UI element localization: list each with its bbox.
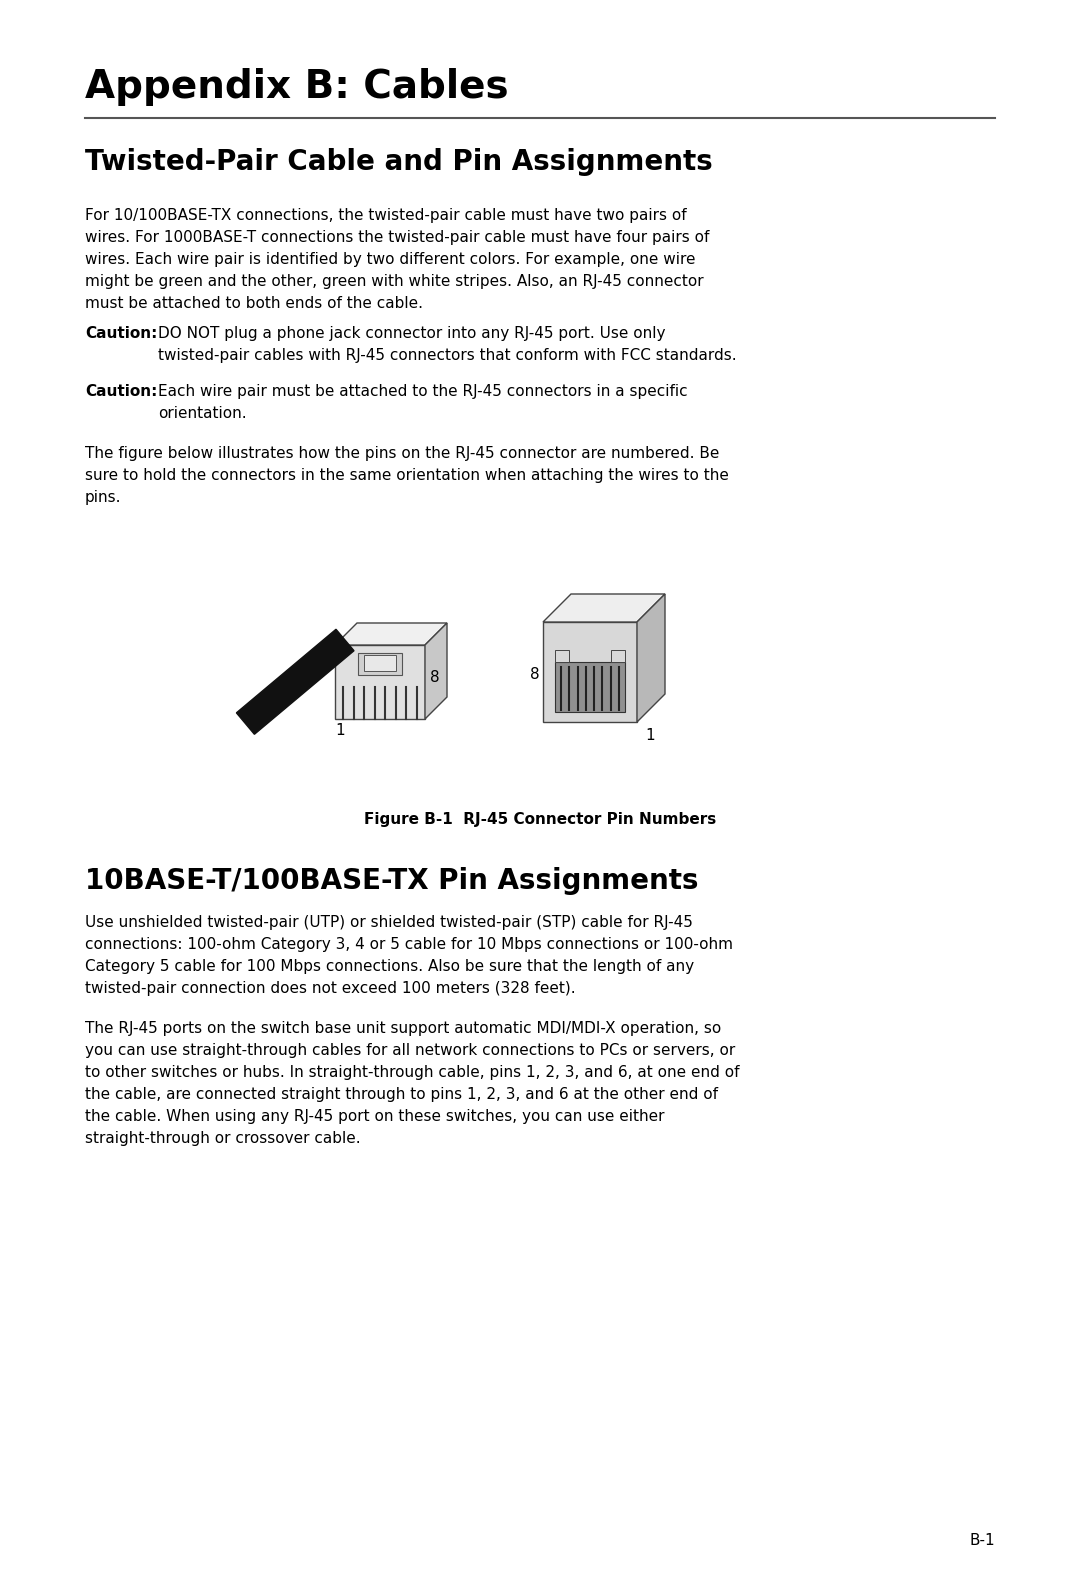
Polygon shape [335,645,426,719]
Text: 10BASE-T/100BASE-TX Pin Assignments: 10BASE-T/100BASE-TX Pin Assignments [85,867,699,895]
Text: 1: 1 [645,728,654,743]
Polygon shape [335,623,447,645]
Polygon shape [555,663,625,713]
Polygon shape [364,655,396,670]
Text: The figure below illustrates how the pins on the RJ-45 connector are numbered. B: The figure below illustrates how the pin… [85,446,719,462]
Text: For 10/100BASE-TX connections, the twisted-pair cable must have two pairs of: For 10/100BASE-TX connections, the twist… [85,207,687,223]
Text: B-1: B-1 [970,1532,995,1548]
Polygon shape [543,593,665,622]
Text: Appendix B: Cables: Appendix B: Cables [85,68,509,107]
Polygon shape [426,623,447,719]
Text: twisted-pair cables with RJ-45 connectors that conform with FCC standards.: twisted-pair cables with RJ-45 connector… [158,349,737,363]
Text: Caution:: Caution: [85,327,158,341]
Text: straight-through or crossover cable.: straight-through or crossover cable. [85,1130,361,1146]
Text: Twisted-Pair Cable and Pin Assignments: Twisted-Pair Cable and Pin Assignments [85,148,713,176]
Polygon shape [357,653,402,675]
Text: orientation.: orientation. [158,407,246,421]
Text: pins.: pins. [85,490,121,506]
Text: must be attached to both ends of the cable.: must be attached to both ends of the cab… [85,297,423,311]
Text: Each wire pair must be attached to the RJ-45 connectors in a specific: Each wire pair must be attached to the R… [158,385,688,399]
Text: 8: 8 [530,667,540,681]
Polygon shape [637,593,665,722]
Text: The RJ-45 ports on the switch base unit support automatic MDI/MDI-X operation, s: The RJ-45 ports on the switch base unit … [85,1020,721,1036]
Text: wires. For 1000BASE-T connections the twisted-pair cable must have four pairs of: wires. For 1000BASE-T connections the tw… [85,229,710,245]
Text: wires. Each wire pair is identified by two different colors. For example, one wi: wires. Each wire pair is identified by t… [85,253,696,267]
Text: Caution:: Caution: [85,385,158,399]
Text: twisted-pair connection does not exceed 100 meters (328 feet).: twisted-pair connection does not exceed … [85,981,576,995]
Polygon shape [237,630,354,735]
Polygon shape [555,650,569,663]
Text: 8: 8 [430,670,440,685]
Text: 1: 1 [335,724,345,738]
Text: Use unshielded twisted-pair (UTP) or shielded twisted-pair (STP) cable for RJ-45: Use unshielded twisted-pair (UTP) or shi… [85,915,693,929]
Text: you can use straight-through cables for all network connections to PCs or server: you can use straight-through cables for … [85,1042,735,1058]
Text: Category 5 cable for 100 Mbps connections. Also be sure that the length of any: Category 5 cable for 100 Mbps connection… [85,959,694,973]
Text: sure to hold the connectors in the same orientation when attaching the wires to : sure to hold the connectors in the same … [85,468,729,484]
Polygon shape [543,622,637,722]
Text: the cable, are connected straight through to pins 1, 2, 3, and 6 at the other en: the cable, are connected straight throug… [85,1086,718,1102]
Text: DO NOT plug a phone jack connector into any RJ-45 port. Use only: DO NOT plug a phone jack connector into … [158,327,665,341]
Text: to other switches or hubs. In straight-through cable, pins 1, 2, 3, and 6, at on: to other switches or hubs. In straight-t… [85,1064,740,1080]
Text: connections: 100-ohm Category 3, 4 or 5 cable for 10 Mbps connections or 100-ohm: connections: 100-ohm Category 3, 4 or 5 … [85,937,733,951]
Text: Figure B-1  RJ-45 Connector Pin Numbers: Figure B-1 RJ-45 Connector Pin Numbers [364,812,716,827]
Text: the cable. When using any RJ-45 port on these switches, you can use either: the cable. When using any RJ-45 port on … [85,1108,664,1124]
Polygon shape [611,650,625,663]
Text: might be green and the other, green with white stripes. Also, an RJ-45 connector: might be green and the other, green with… [85,275,704,289]
